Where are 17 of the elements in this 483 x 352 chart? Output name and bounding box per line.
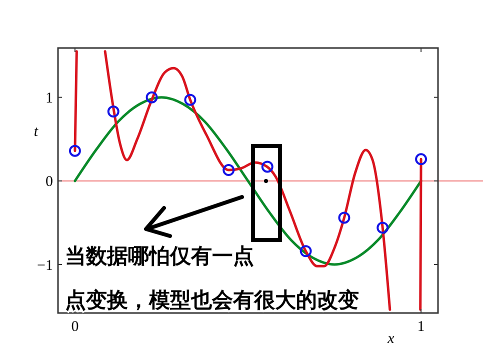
point (261, 160, 274, 173)
point (184, 94, 196, 106)
y-tick-label: −1 (37, 258, 53, 274)
y-tick-label: 1 (46, 90, 53, 107)
y-tick-label: 0 (46, 174, 53, 190)
annotation: 当数据哪怕仅有一点 (65, 244, 254, 268)
point (68, 144, 81, 157)
point (222, 164, 235, 176)
point (338, 212, 350, 224)
point (415, 153, 428, 166)
x-axis-title: x (386, 331, 395, 347)
point (300, 245, 312, 258)
point (146, 91, 158, 104)
annotation: 点变换，模型也会有很大的改变 (65, 288, 359, 312)
point (107, 106, 120, 118)
y-axis-title: t (34, 124, 39, 140)
point (376, 222, 389, 234)
